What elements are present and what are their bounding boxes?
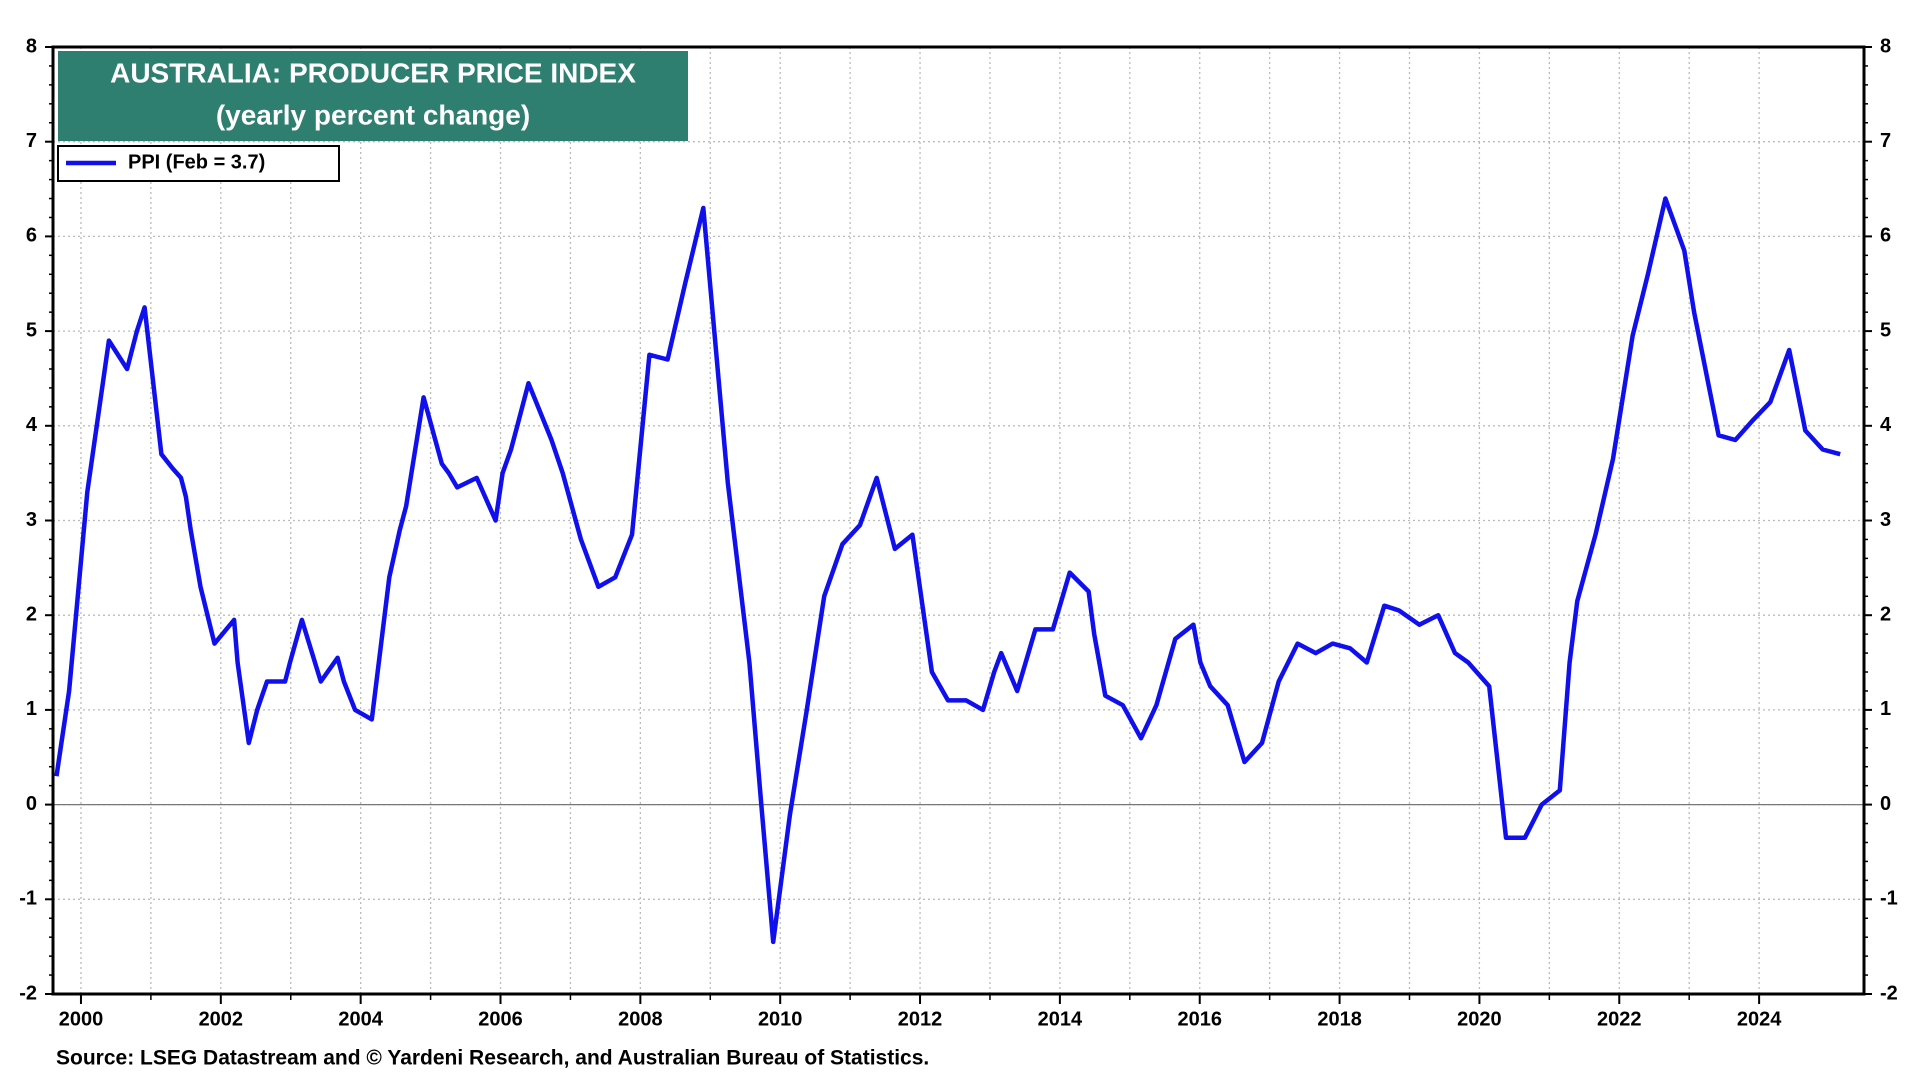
- y-tick-label: 4: [26, 414, 38, 436]
- x-tick-label: 2020: [1457, 1008, 1502, 1030]
- x-tick-label: 2002: [199, 1008, 244, 1030]
- x-tick-label: 2008: [618, 1008, 663, 1030]
- x-tick-label: 2016: [1177, 1008, 1222, 1030]
- y2-tick-label: 1: [1880, 698, 1891, 720]
- x-tick-label: 2022: [1597, 1008, 1642, 1030]
- series-line: [54, 196, 1841, 945]
- y2-tick-label: 5: [1880, 319, 1891, 341]
- y-tick-label: 0: [26, 793, 37, 815]
- y2-tick-label: 4: [1880, 414, 1892, 436]
- y2-tick-label: 7: [1880, 130, 1891, 152]
- chart-title: AUSTRALIA: PRODUCER PRICE INDEX: [110, 57, 636, 88]
- title-box: [58, 51, 688, 141]
- y-tick-label: 7: [26, 130, 37, 152]
- x-tick-label: 2024: [1737, 1008, 1782, 1030]
- plot-frame: [51, 45, 1866, 996]
- y-tick-label: -2: [19, 982, 37, 1004]
- y2-tick-label: -1: [1880, 888, 1898, 910]
- x-tick-label: 2000: [59, 1008, 104, 1030]
- x-tick-label: 2004: [338, 1008, 383, 1030]
- x-tick-label: 2012: [898, 1008, 943, 1030]
- legend-label: PPI (Feb = 3.7): [128, 151, 265, 173]
- x-tick-label: 2006: [478, 1008, 523, 1030]
- y-tick-label: -1: [19, 888, 37, 910]
- y2-tick-label: 0: [1880, 793, 1891, 815]
- chart-subtitle: (yearly percent change): [216, 99, 530, 130]
- y2-tick-label: 2: [1880, 603, 1891, 625]
- x-tick-label: 2018: [1317, 1008, 1362, 1030]
- y-tick-label: 5: [26, 319, 37, 341]
- x-tick-label: 2010: [758, 1008, 803, 1030]
- y-tick-label: 6: [26, 225, 37, 247]
- y-tick-label: 1: [26, 698, 37, 720]
- y2-tick-label: 3: [1880, 509, 1891, 531]
- y-tick-label: 2: [26, 603, 37, 625]
- y2-tick-label: -2: [1880, 982, 1898, 1004]
- y-tick-label: 8: [26, 35, 37, 57]
- y-tick-label: 3: [26, 509, 37, 531]
- y2-tick-label: 6: [1880, 225, 1891, 247]
- x-tick-label: 2014: [1038, 1008, 1083, 1030]
- source-note: Source: LSEG Datastream and © Yardeni Re…: [56, 1047, 929, 1070]
- y2-tick-label: 8: [1880, 35, 1891, 57]
